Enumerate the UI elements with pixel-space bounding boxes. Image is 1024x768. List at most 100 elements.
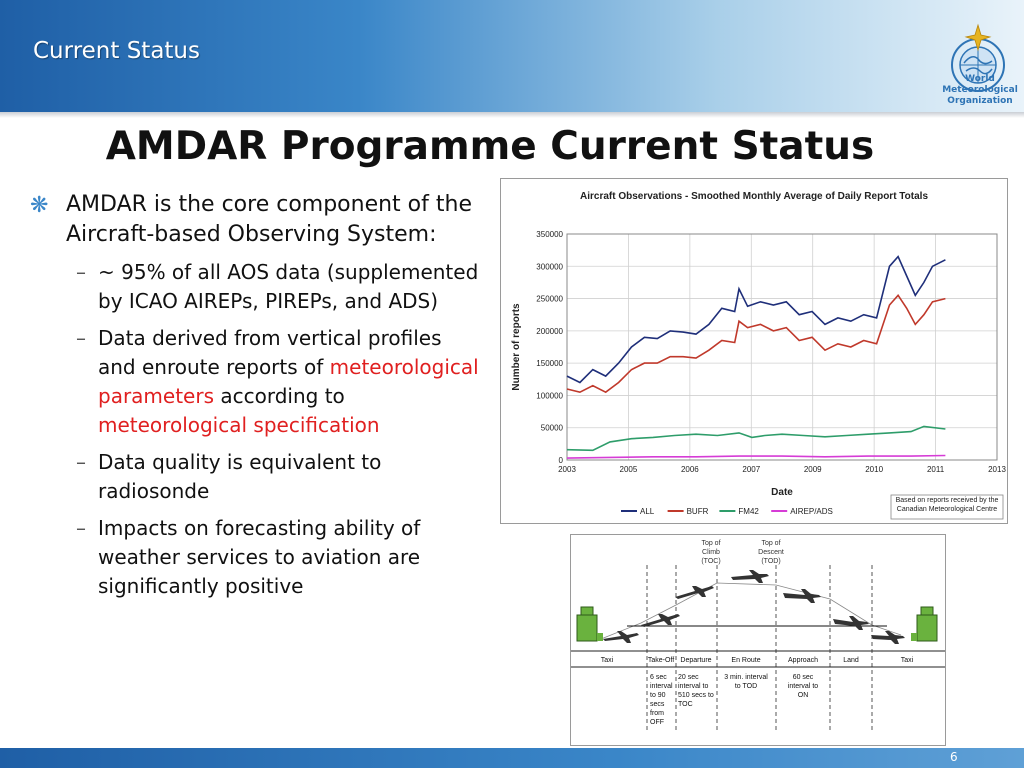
airplane-icon <box>731 570 769 583</box>
dash-icon: – <box>76 260 86 284</box>
milestone-label: Top of <box>701 540 720 547</box>
y-tick-label: 150000 <box>536 359 563 368</box>
airplane-icon <box>675 586 714 599</box>
chart-series-layer <box>566 255 946 459</box>
airplane-icon <box>871 631 905 644</box>
bullet-main-text: AMDAR is the core component of the Aircr… <box>66 192 472 247</box>
flight-diagram-svg: Top of Climb (TOC) Top of Descent (TOD) <box>571 540 945 731</box>
sub-bullet-2-highlight-2: meteorological specification <box>98 413 380 437</box>
sub-bullet-2-highlight-1: meteorological parameters <box>98 355 479 408</box>
y-tick-label: 350000 <box>536 230 563 239</box>
x-tick-label: 2006 <box>681 465 699 474</box>
interval-label: interval <box>650 683 673 690</box>
flight-phase-diagram: Top of Climb (TOC) Top of Descent (TOD) <box>570 534 946 746</box>
slide-title: AMDAR Programme Current Status <box>105 124 875 169</box>
interval-label: TOC <box>678 701 693 708</box>
header-banner <box>0 0 1024 112</box>
airplane-icon <box>833 616 869 630</box>
wmo-logo-text: World Meteorological Organization <box>938 74 1022 107</box>
page-number: 6 <box>950 750 958 764</box>
control-tower-left-icon <box>576 606 603 642</box>
interval-label: 510 secs to <box>678 692 714 699</box>
chart-title: Aircraft Observations - Smoothed Monthly… <box>580 191 928 202</box>
y-tick-label: 100000 <box>536 391 563 400</box>
plot-area <box>566 233 998 461</box>
series-line-all <box>566 255 946 384</box>
interval-label: 6 sec <box>650 674 667 681</box>
y-tick-label: 50000 <box>541 424 564 433</box>
phase-label: Taxi <box>601 657 614 664</box>
chart-legend: ALL BUFR FM42 AIREP/ADS <box>621 507 833 516</box>
sub-bullet-1-text: ~ 95% of all AOS data (supplemented by I… <box>98 260 479 313</box>
chart-svg: Aircraft Observations - Smoothed Monthly… <box>511 191 1006 520</box>
interval-label: interval to <box>678 683 708 690</box>
x-tick-label: 2005 <box>620 465 638 474</box>
dash-icon: – <box>76 516 86 540</box>
y-tick-label: 200000 <box>536 327 563 336</box>
report-totals-chart: Aircraft Observations - Smoothed Monthly… <box>500 178 1008 524</box>
milestone-label: (TOD) <box>761 558 780 565</box>
series-line-fm42 <box>566 425 946 452</box>
legend-label: AIREP/ADS <box>790 507 833 516</box>
flight-path <box>600 582 902 640</box>
interval-label: OFF <box>650 719 664 726</box>
sub-bullet-2: – Data derived from vertical profiles an… <box>30 324 480 440</box>
section-title: Current Status <box>33 38 200 64</box>
logo-line-meteorological: Meteorological <box>942 85 1018 95</box>
phase-label: Take-Off <box>648 657 674 664</box>
sub-bullet-2-text-a: Data derived from vertical profiles and … <box>98 326 442 379</box>
airplane-icon <box>641 614 680 627</box>
sub-bullet-3-text: Data quality is equivalent to radiosonde <box>98 450 382 503</box>
logo-line-world: World <box>965 74 995 84</box>
x-tick-label: 2009 <box>804 465 822 474</box>
x-tick-label: 2010 <box>865 465 883 474</box>
x-tick-label: 2003 <box>558 465 576 474</box>
series-line-bufr <box>566 293 946 394</box>
diagram-top-labels: Top of Climb (TOC) Top of Descent (TOD) <box>701 540 784 565</box>
dash-icon: – <box>76 326 86 350</box>
source-note: Based on reports received by the Canadia… <box>895 497 999 513</box>
milestone-label: Descent <box>758 549 784 556</box>
bullet-star-icon: ❋ <box>30 193 49 218</box>
x-axis-label: Date <box>771 487 793 498</box>
interval-label: secs <box>650 701 665 708</box>
footer-bar <box>0 748 1024 768</box>
milestone-label: Top of <box>761 540 780 547</box>
interval-label: 20 sec <box>678 674 699 681</box>
source-note-box <box>890 494 1004 520</box>
x-tick-label: 2007 <box>742 465 760 474</box>
interval-label: 3 min. interval <box>724 674 768 681</box>
milestone-label: (TOC) <box>701 558 720 565</box>
y-tick-label: 0 <box>559 456 564 465</box>
x-tick-label: 2013 <box>988 465 1006 474</box>
y-tick-labels: 350000 300000 250000 200000 150000 100000 5000… <box>536 230 563 465</box>
airplane-icon <box>603 631 639 643</box>
phase-label: Departure <box>680 657 711 664</box>
wmo-emblem-icon <box>951 23 1005 92</box>
sub-bullet-4-text: Impacts on forecasting ability of weathe… <box>98 516 421 598</box>
dash-icon: – <box>76 450 86 474</box>
phase-labels: Taxi Take-Off Departure En Route Approach Lan… <box>601 657 914 664</box>
legend-label: ALL <box>640 507 655 516</box>
logo-line-organization: Organization <box>947 96 1013 106</box>
interval-label: to 90 <box>650 692 666 699</box>
header-divider <box>0 112 1024 118</box>
phase-label: Land <box>843 657 859 664</box>
legend-label: BUFR <box>687 507 709 516</box>
x-tick-label: 2011 <box>927 465 945 474</box>
series-line-airep-ads <box>566 454 946 459</box>
control-tower-right-icon <box>911 606 938 642</box>
y-tick-label: 250000 <box>536 295 563 304</box>
sub-bullet-4: – Impacts on forecasting ability of weat… <box>30 514 480 601</box>
y-axis-label: Number of reports <box>511 303 522 391</box>
sub-bullet-1: – ~ 95% of all AOS data (supplemented by… <box>30 258 480 316</box>
legend-label: FM42 <box>738 507 759 516</box>
phase-label: Taxi <box>901 657 914 664</box>
interval-labels: 6 sec interval to 90 secs from OFF 20 sec inter… <box>650 674 818 726</box>
interval-label: 60 sec <box>793 674 814 681</box>
y-tick-label: 300000 <box>536 262 563 271</box>
x-tick-labels: 2003 2005 2006 2007 2009 2010 2011 2013 <box>558 465 1006 474</box>
milestone-label: Climb <box>702 549 720 556</box>
sub-bullet-2-text-b: according to <box>214 384 345 408</box>
interval-label: to TOD <box>735 683 757 690</box>
